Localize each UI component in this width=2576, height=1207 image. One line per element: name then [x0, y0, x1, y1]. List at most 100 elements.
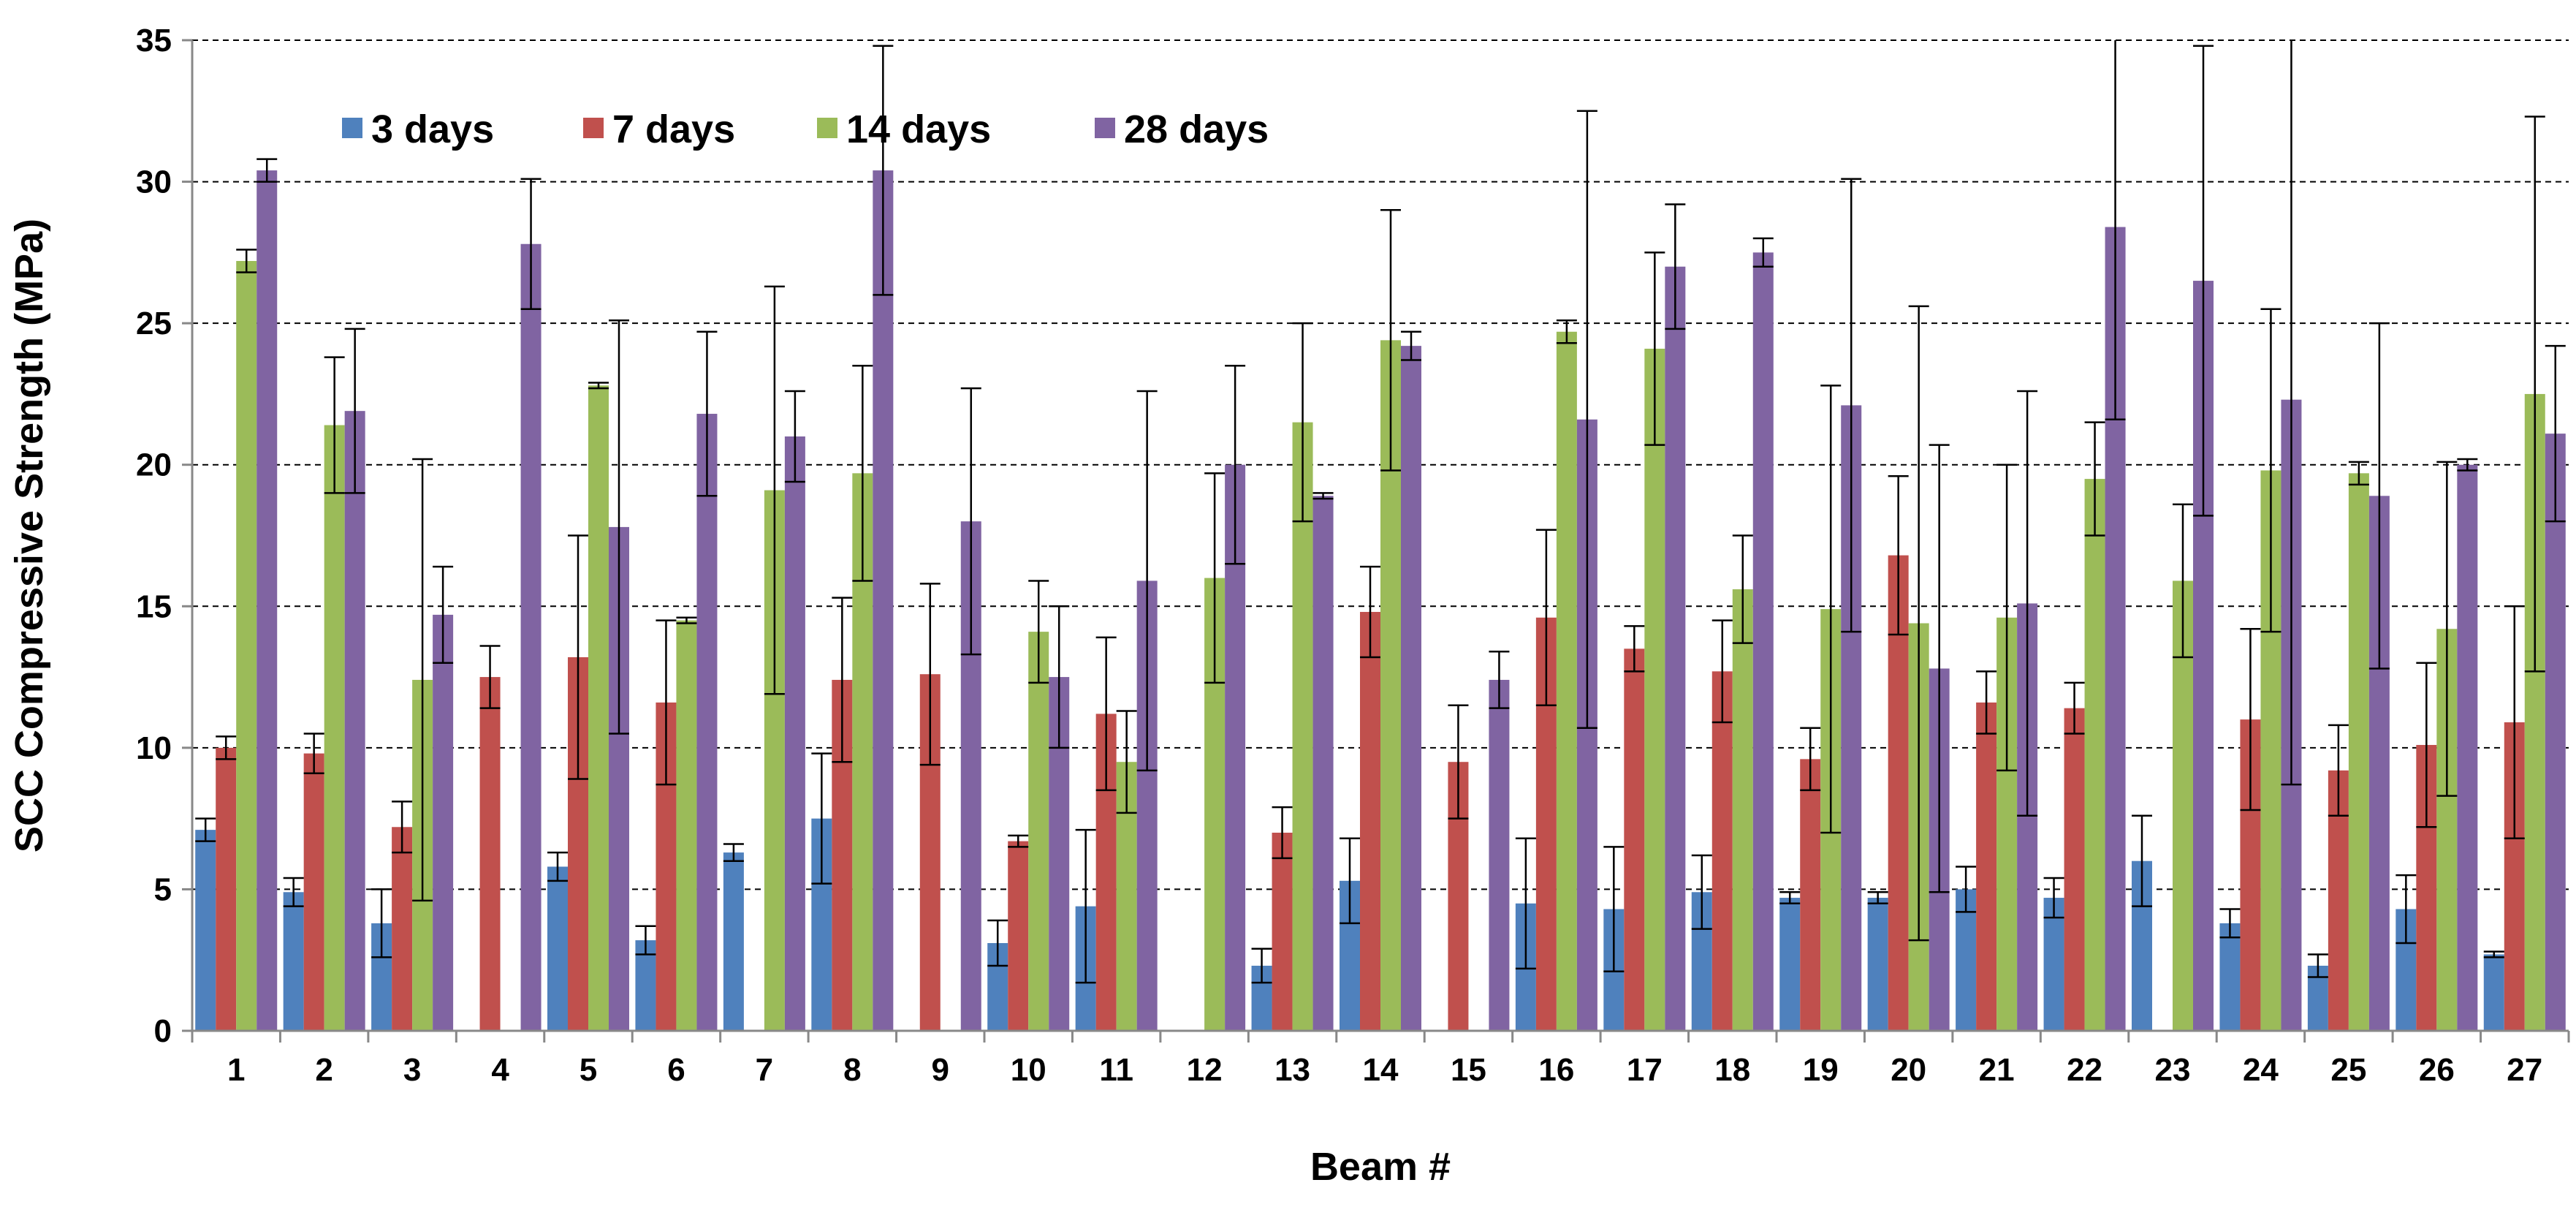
x-tick-label: 26: [2419, 1052, 2455, 1088]
x-tick-label: 25: [2330, 1052, 2366, 1088]
y-tick-label: 10: [136, 730, 172, 766]
x-tick-label: 8: [843, 1052, 861, 1088]
bar-7-days-beam-13: [1272, 833, 1293, 1031]
error-bars-layer: [195, 40, 2566, 984]
bar-28-days-beam-1: [257, 170, 278, 1032]
bar-7-days-beam-17: [1624, 648, 1645, 1031]
bar-28-days-beam-17: [1665, 266, 1686, 1031]
x-tick-label: 16: [1538, 1052, 1574, 1088]
legend-label: 14 days: [846, 107, 991, 151]
bar-28-days-beam-18: [1752, 252, 1774, 1031]
bar-28-days-beam-26: [2457, 464, 2478, 1031]
bar-3-days-beam-7: [723, 852, 744, 1031]
bar-28-days-beam-8: [873, 170, 894, 1032]
bar-28-days-beam-3: [433, 614, 454, 1031]
legend-label: 7 days: [612, 107, 735, 151]
x-tick-label: 13: [1274, 1052, 1310, 1088]
bar-3-days-beam-27: [2483, 954, 2504, 1031]
x-tick-label: 19: [1803, 1052, 1839, 1088]
x-tick-label: 22: [2067, 1052, 2102, 1088]
bar-3-days-beam-5: [547, 866, 568, 1031]
bar-3-days-beam-24: [2219, 923, 2241, 1031]
bar-3-days-beam-1: [195, 830, 216, 1031]
bar-3-days-beam-22: [2043, 898, 2064, 1031]
bar-7-days-beam-14: [1360, 612, 1380, 1031]
x-tick-label: 7: [756, 1052, 773, 1088]
bar-7-days-beam-2: [303, 753, 324, 1031]
legend-swatch-7-days: [583, 118, 604, 138]
bar-7-days-beam-19: [1800, 759, 1821, 1031]
y-tick-labels: 0 5 10 15 20 25 30 35: [136, 23, 172, 1049]
bars-layer: [195, 170, 2566, 1032]
bar-7-days-beam-3: [392, 827, 413, 1031]
bar-14-days-beam-1: [236, 260, 257, 1031]
legend-swatch-14-days: [817, 118, 837, 138]
y-tick-label: 15: [136, 589, 172, 624]
bar-7-days-beam-18: [1711, 671, 1733, 1031]
y-tick-label: 5: [154, 871, 172, 907]
bar-14-days-beam-2: [324, 425, 345, 1031]
x-tick-label: 9: [932, 1052, 949, 1088]
x-tick-label: 12: [1187, 1052, 1223, 1088]
x-tick-label: 20: [1891, 1052, 1926, 1088]
legend-swatch-28-days: [1095, 118, 1115, 138]
bar-3-days-beam-20: [1867, 898, 1888, 1031]
x-tick-labels: 1 2 3 4 5 6 7 8 9 10 11 12 13 14 15 16 17 18 19 20 21 22 23 24 2…: [227, 1052, 2542, 1088]
x-tick-label: 10: [1011, 1052, 1046, 1088]
y-tick-label: 35: [136, 23, 172, 58]
legend-label: 28 days: [1124, 107, 1269, 151]
y-tick-label: 0: [154, 1013, 172, 1049]
x-tick-label: 3: [403, 1052, 421, 1088]
y-tick-label: 30: [136, 164, 172, 200]
bar-28-days-beam-4: [520, 243, 542, 1031]
x-tick-label: 6: [667, 1052, 685, 1088]
bar-7-days-beam-22: [2064, 708, 2085, 1031]
x-tick-label: 15: [1451, 1052, 1486, 1088]
bar-14-days-beam-5: [588, 385, 609, 1031]
bar-3-days-beam-2: [283, 892, 304, 1031]
bar-3-days-beam-19: [1779, 898, 1801, 1031]
x-tick-label: 17: [1627, 1052, 1663, 1088]
bar-28-days-beam-27: [2545, 434, 2566, 1031]
bar-7-days-beam-21: [1976, 702, 1997, 1031]
bar-14-days-beam-17: [1644, 348, 1665, 1031]
legend: 3 days 7 days 14 days 28 days: [342, 107, 1269, 151]
bar-14-days-beam-13: [1292, 422, 1313, 1031]
y-tick-label: 20: [136, 447, 172, 483]
x-tick-label: 27: [2507, 1052, 2542, 1088]
bar-28-days-beam-13: [1312, 496, 1334, 1031]
bar-28-days-beam-7: [784, 436, 805, 1031]
x-tick-label: 11: [1099, 1052, 1133, 1088]
bar-28-days-beam-6: [696, 414, 718, 1031]
bar-7-days-beam-10: [1008, 841, 1029, 1031]
x-tick-label: 24: [2243, 1052, 2279, 1088]
x-tick-label: 21: [1979, 1052, 2015, 1088]
axes: [182, 39, 2570, 1043]
bar-28-days-beam-14: [1401, 346, 1421, 1032]
x-tick-label: 1: [227, 1052, 245, 1088]
x-tick-label: 18: [1714, 1052, 1750, 1088]
bar-3-days-beam-6: [635, 940, 656, 1031]
legend-swatch-3-days: [342, 118, 362, 138]
y-tick-label: 25: [136, 306, 172, 341]
bar-14-days-beam-22: [2084, 479, 2105, 1031]
bar-14-days-beam-25: [2348, 473, 2369, 1031]
x-tick-label: 2: [315, 1052, 333, 1088]
bar-28-days-beam-2: [344, 411, 365, 1031]
bar-14-days-beam-16: [1556, 331, 1577, 1031]
x-tick-label: 5: [580, 1052, 597, 1088]
bar-7-days-beam-1: [216, 747, 237, 1031]
bar-3-days-beam-21: [1956, 889, 1977, 1031]
bar-14-days-beam-10: [1028, 632, 1049, 1031]
bar-7-days-beam-4: [479, 677, 501, 1031]
bar-28-days-beam-15: [1489, 679, 1510, 1031]
legend-label: 3 days: [371, 107, 494, 151]
x-tick-label: 14: [1363, 1052, 1399, 1088]
bar-14-days-beam-6: [676, 620, 697, 1031]
x-tick-label: 4: [491, 1052, 509, 1088]
x-tick-label: 23: [2155, 1052, 2191, 1088]
x-axis-title: Beam #: [1310, 1145, 1451, 1189]
bar-14-days-beam-18: [1732, 589, 1753, 1031]
y-axis-title: SCC Compressive Strength (MPa): [7, 219, 51, 852]
